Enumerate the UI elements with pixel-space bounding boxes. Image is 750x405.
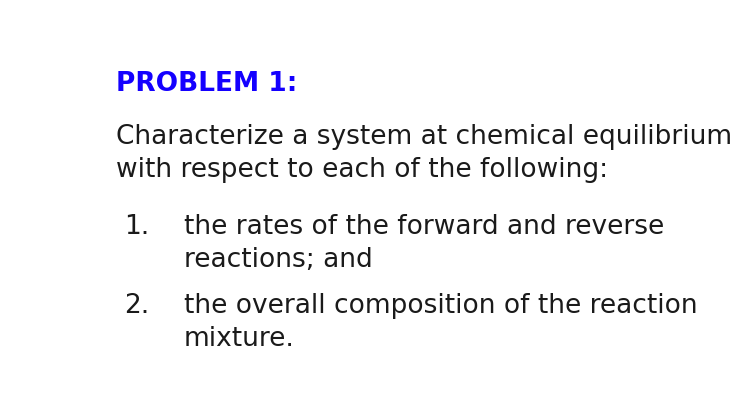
- Text: Characterize a system at chemical equilibrium
with respect to each of the follow: Characterize a system at chemical equili…: [116, 124, 732, 182]
- Text: PROBLEM 1:: PROBLEM 1:: [116, 70, 297, 96]
- Text: 2.: 2.: [124, 292, 149, 318]
- Text: 1.: 1.: [124, 214, 149, 240]
- Text: the rates of the forward and reverse
reactions; and: the rates of the forward and reverse rea…: [184, 214, 664, 273]
- Text: the overall composition of the reaction
mixture.: the overall composition of the reaction …: [184, 292, 698, 351]
